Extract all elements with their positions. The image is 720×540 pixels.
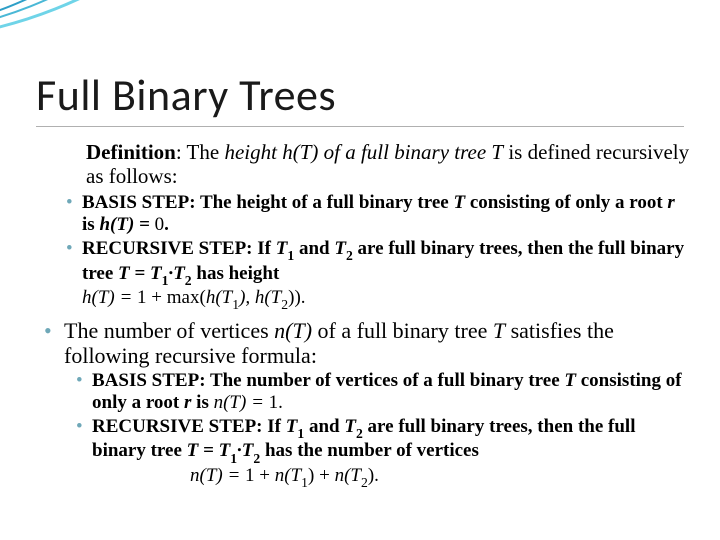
slide: Full Binary Trees Definition: The height…: [0, 0, 720, 540]
height-basis-item: BASIS STEP: The height of a full binary …: [66, 192, 690, 236]
slide-body: Definition: The height h(T) of a full bi…: [42, 140, 690, 495]
vertices-basis-item: BASIS STEP: The number of vertices of a …: [76, 370, 690, 414]
vertices-formula: n(T) = 1 + n(T1) + n(T2).: [92, 465, 379, 490]
vertices-intro-item: The number of vertices n(T) of a full bi…: [42, 318, 690, 490]
vertices-sublist: BASIS STEP: The number of vertices of a …: [64, 370, 690, 489]
height-recursive-item: RECURSIVE STEP: If T1 and T2 are full bi…: [66, 238, 690, 312]
top-decoration: [0, 0, 720, 70]
title-underline: [36, 126, 684, 127]
definition-paragraph: Definition: The height h(T) of a full bi…: [42, 140, 690, 188]
vertices-outer-list: The number of vertices n(T) of a full bi…: [42, 318, 690, 490]
height-formula: h(T) =: [82, 287, 137, 308]
slide-title: Full Binary Trees: [36, 68, 336, 122]
height-sublist: BASIS STEP: The height of a full binary …: [42, 192, 690, 311]
vertices-recursive-item: RECURSIVE STEP: If T1 and T2 are full bi…: [76, 416, 690, 490]
definition-label: Definition: [86, 140, 176, 164]
